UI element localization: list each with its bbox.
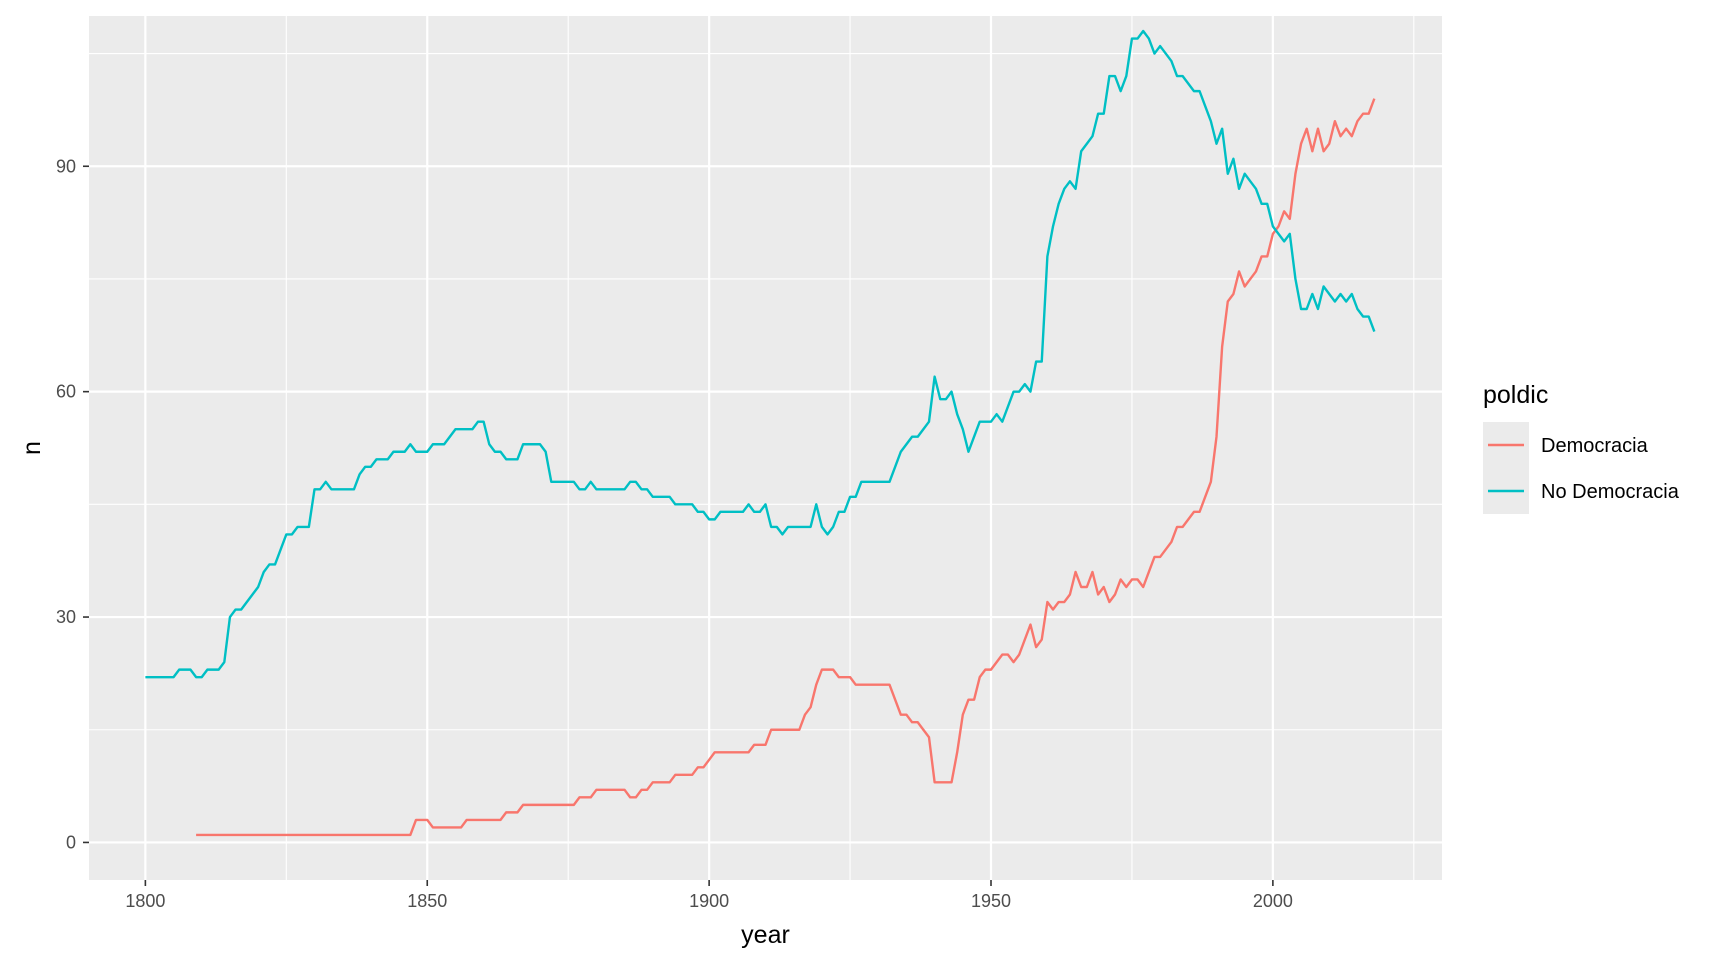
y-tick-label: 0 — [66, 832, 76, 852]
y-tick-label: 60 — [56, 382, 76, 402]
legend-label: No Democracia — [1541, 481, 1680, 503]
x-tick-label: 1950 — [971, 891, 1011, 911]
y-tick-label: 30 — [56, 607, 76, 627]
x-axis: 1800 1850 1900 1950 2000 — [125, 880, 1293, 911]
x-axis-title: year — [741, 921, 790, 949]
series-line-1 — [145, 29, 1376, 679]
legend: poldic Democracia No Democracia — [1483, 381, 1680, 514]
legend-title: poldic — [1483, 381, 1548, 409]
series-line-0 — [196, 98, 1376, 837]
y-axis-title: n — [18, 441, 46, 455]
y-axis: 0 30 60 90 — [56, 156, 89, 852]
series-layer — [145, 29, 1376, 837]
legend-label: Democracia — [1541, 435, 1649, 457]
plot-panel — [89, 16, 1442, 880]
x-tick-label: 1800 — [125, 891, 165, 911]
x-tick-label: 1850 — [407, 891, 447, 911]
y-tick-label: 90 — [56, 156, 76, 176]
x-tick-label: 2000 — [1253, 891, 1293, 911]
minor-gridlines — [89, 16, 1442, 880]
x-tick-label: 1900 — [689, 891, 729, 911]
major-gridlines — [89, 16, 1442, 880]
